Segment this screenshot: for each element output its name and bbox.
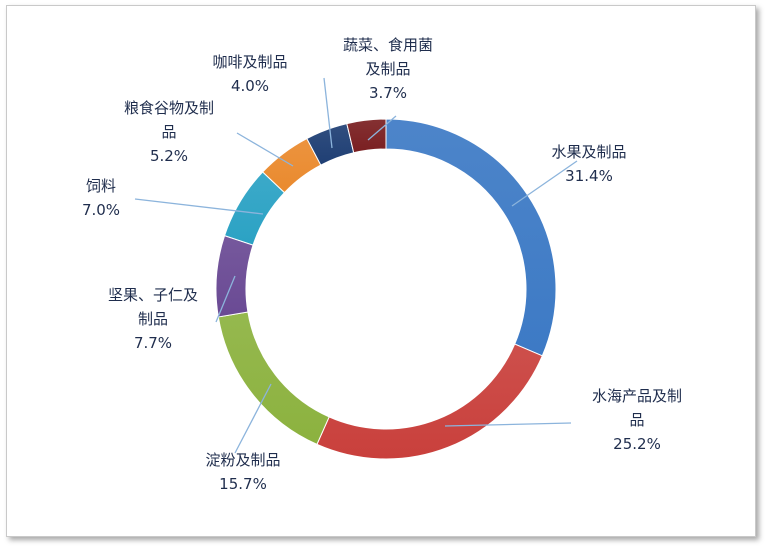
- slice-value-label: 7.0%: [82, 201, 120, 219]
- slice-水果及制品: [385, 118, 557, 357]
- slice-value-label: 3.7%: [369, 84, 407, 102]
- slice-value-label: 31.4%: [565, 167, 613, 185]
- slice-value-label: 15.7%: [219, 475, 267, 493]
- slice-labels: 水果及制品31.4%水海产品及制品25.2%淀粉及制品15.7%坚果、子仁及制品…: [82, 36, 682, 493]
- slice-蔬菜、食用菌及制品: [346, 118, 387, 154]
- slice-category-label: 品: [629, 411, 644, 429]
- slice-category-label: 坚果、子仁及: [108, 286, 198, 304]
- slice-value-label: 5.2%: [150, 147, 188, 165]
- chart-frame: 水果及制品 31.4% 水海产品及制品 25.2% 淀粉及制品 15.7% 坚果、子仁及 制品…: [6, 5, 756, 537]
- slice-category-label: 咖啡及制品: [212, 53, 287, 71]
- slice-category-label: 淀粉及制品: [205, 451, 280, 469]
- slice-label-咖啡及制品: 咖啡及制品 4.0%: [212, 53, 287, 95]
- slice-category-label: 水果及制品: [551, 143, 626, 161]
- slice-category-label: 水海产品及制: [592, 387, 682, 405]
- donut-slices: [215, 118, 557, 460]
- leader-line-饲料: [134, 198, 264, 215]
- leader-lines: [134, 77, 578, 454]
- slice-value-label: 25.2%: [613, 435, 661, 453]
- slice-淀粉及制品: [217, 311, 330, 446]
- leader-line-蔬菜、食用菌及制品: [367, 115, 397, 141]
- slice-label-饲料: 饲料 7.0%: [82, 177, 120, 219]
- slice-category-label: 饲料: [86, 177, 116, 195]
- slice-水海产品及制品: [316, 343, 543, 460]
- slice-label-水果及制品: 水果及制品 31.4%: [551, 143, 626, 185]
- slice-label-淀粉及制品: 淀粉及制品 15.7%: [205, 451, 280, 493]
- leader-line-水果及制品: [511, 160, 578, 207]
- slice-value-label: 7.7%: [134, 334, 172, 352]
- slice-category-label: 制品: [138, 310, 168, 328]
- slice-category-label: 品: [161, 123, 176, 141]
- slice-category-label: 蔬菜、食用菌: [343, 36, 433, 54]
- leader-line-粮食谷物及制品: [236, 132, 294, 167]
- slice-value-label: 4.0%: [231, 77, 269, 95]
- leader-line-淀粉及制品: [234, 383, 272, 454]
- leader-line-水海产品及制品: [444, 422, 572, 427]
- leader-line-坚果、子仁及制品: [215, 275, 236, 323]
- donut-chart: 水果及制品31.4%水海产品及制品25.2%淀粉及制品15.7%坚果、子仁及制品…: [82, 36, 682, 493]
- leader-line-咖啡及制品: [323, 77, 333, 149]
- slice-category-label: 及制品: [365, 60, 410, 78]
- slice-category-label: 粮食谷物及制: [124, 99, 214, 117]
